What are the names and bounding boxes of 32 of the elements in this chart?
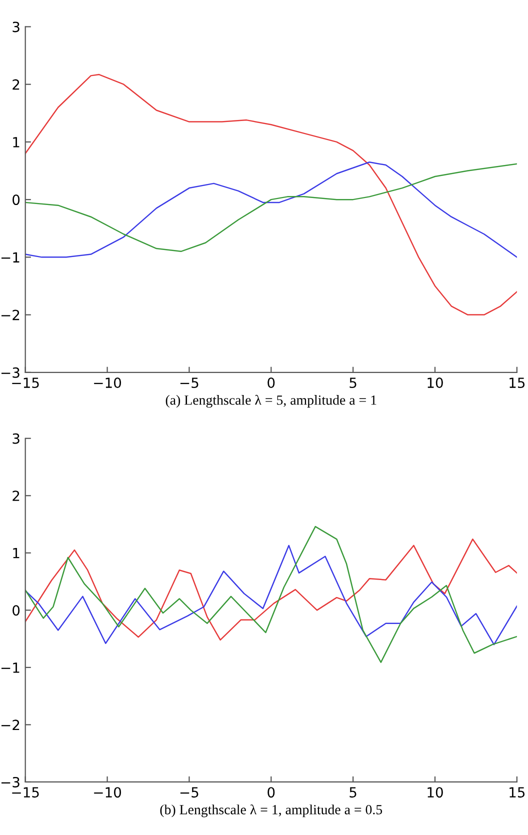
x-tick-label: −15 <box>12 378 39 388</box>
x-tick-label: 15 <box>510 378 525 388</box>
x-tick-label: −5 <box>180 787 198 798</box>
x-axis-title: (b) Lengthscale λ = 1, amplitude a = 0.5 <box>160 804 382 818</box>
x-tick-label: −10 <box>94 378 122 388</box>
x-tick-label: 10 <box>428 378 443 388</box>
line-series <box>25 74 517 316</box>
x-tick-label: −5 <box>180 378 198 388</box>
x-tick-label: 0 <box>268 378 275 388</box>
y-tick-label: 1 <box>13 137 20 148</box>
y-tick-label: 3 <box>12 433 20 444</box>
y-tick-label: −1 <box>1 252 20 262</box>
x-tick-label: 5 <box>350 787 356 798</box>
y-tick-label: −3 <box>1 776 20 788</box>
x-tick-label: 10 <box>428 787 443 798</box>
x-tick-label: −10 <box>94 787 122 798</box>
x-tick-label: 5 <box>350 378 356 388</box>
y-tick-label: −2 <box>1 310 20 320</box>
y-tick-label: −1 <box>1 662 20 673</box>
y-tick-label: 1 <box>13 548 20 558</box>
x-tick-label: −15 <box>12 787 39 798</box>
y-tick-label: −3 <box>1 367 20 378</box>
y-tick-label: 2 <box>12 79 20 90</box>
x-tick-label: 15 <box>510 787 525 798</box>
y-tick-label: 0 <box>12 194 20 206</box>
line-series <box>25 526 517 663</box>
y-tick-label: 3 <box>12 22 20 32</box>
x-tick-label: 0 <box>268 787 275 798</box>
y-tick-label: 2 <box>12 490 20 501</box>
x-axis-title: (a) Lengthscale λ = 5, amplitude a = 1 <box>166 394 376 408</box>
y-tick-label: −2 <box>1 720 20 730</box>
y-tick-label: 0 <box>12 605 20 616</box>
